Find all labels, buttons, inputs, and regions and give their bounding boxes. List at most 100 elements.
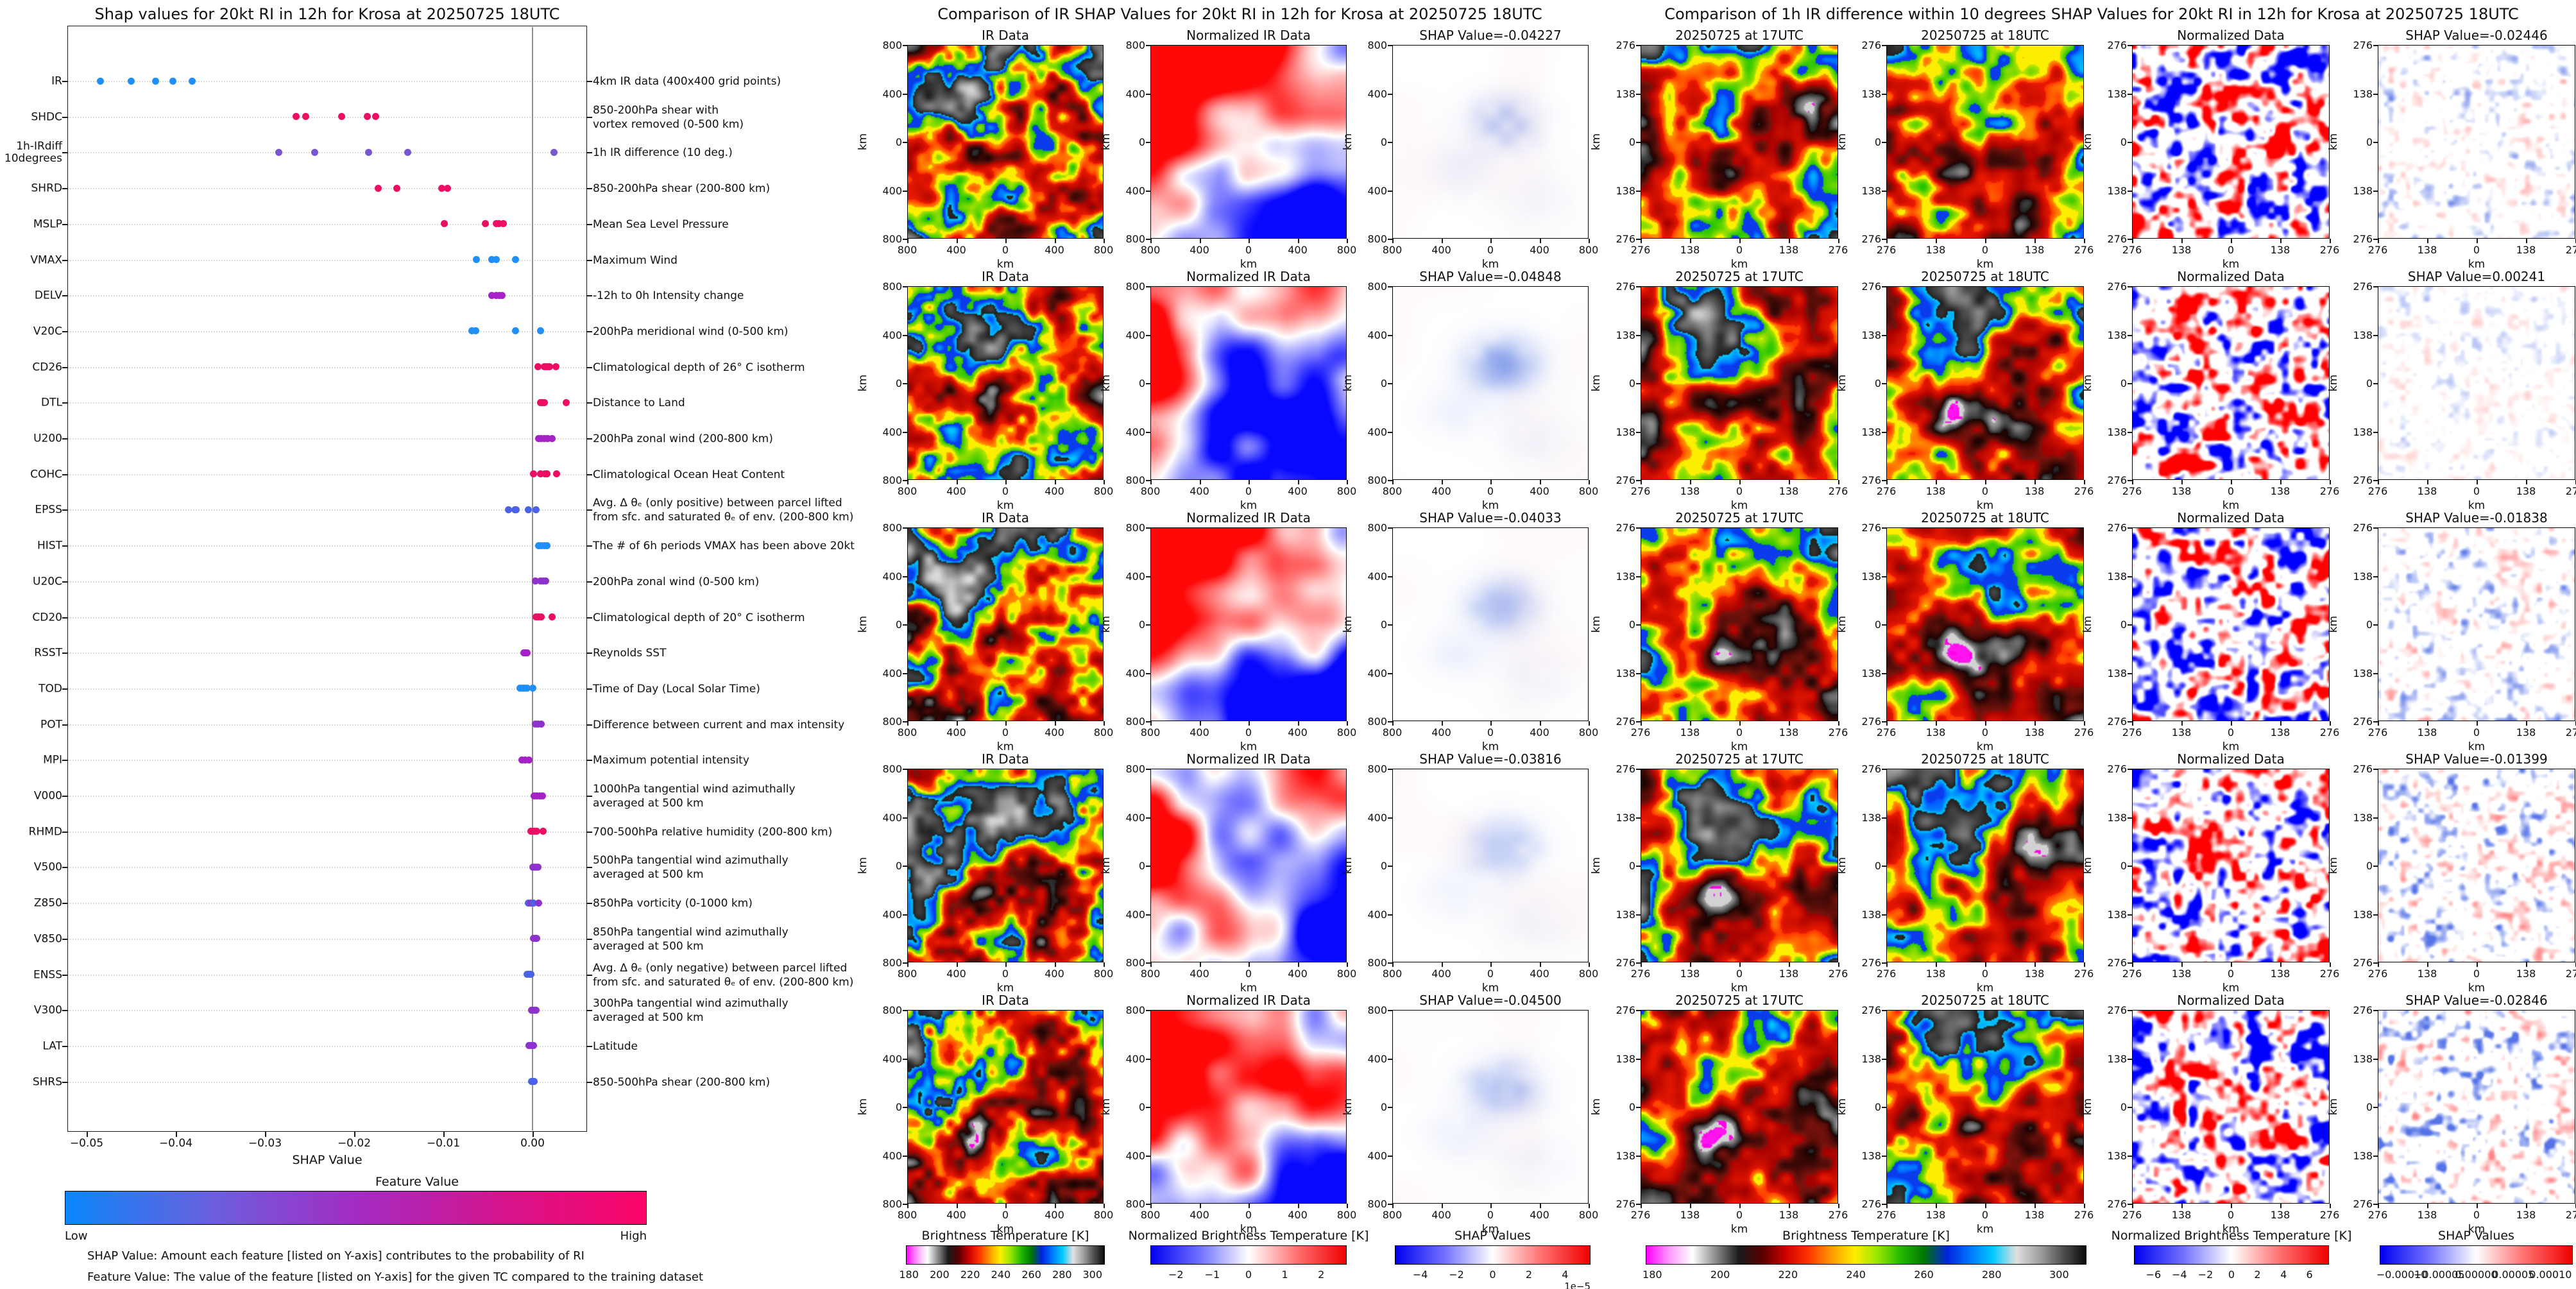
colorbar <box>906 1245 1105 1265</box>
xaxis-tick-label: 138 <box>2417 485 2437 497</box>
xaxis-tick-label: 800 <box>1578 1209 1599 1221</box>
shap-dot <box>151 77 159 85</box>
colorbar-tick-label: 200 <box>1710 1268 1730 1281</box>
yaxis-tick <box>1388 527 1392 529</box>
yaxis-tick-label: 800 <box>1367 715 1387 728</box>
yaxis-tick <box>1388 431 1392 433</box>
yaxis-tick-label: 138 <box>1861 1052 1881 1065</box>
xaxis-tick-label: 138 <box>1778 1209 1799 1221</box>
xaxis-tick <box>907 239 908 243</box>
xaxis-tick <box>1104 239 1105 243</box>
feature-label: VMAX <box>30 253 62 266</box>
normdiff-image <box>2132 45 2330 239</box>
yaxis-tick-left <box>62 438 67 440</box>
xaxis-tick <box>956 721 958 726</box>
xaxis-unit-label: km <box>1481 982 1499 994</box>
xaxis-tick <box>2477 1204 2478 1208</box>
xaxis-tick-label: 138 <box>2516 726 2536 738</box>
shap-dot <box>533 506 540 513</box>
xaxis-tick-label: 0 <box>1736 485 1743 497</box>
colorbar-title: SHAP Values <box>1454 1229 1531 1243</box>
yaxis-tick-label: 0 <box>1874 136 1881 148</box>
xaxis-tick-label: 276 <box>1828 1209 1848 1221</box>
yaxis-tick-label: 0 <box>1874 377 1881 389</box>
xaxis-tick <box>2132 239 2133 243</box>
yaxis-tick-label: 138 <box>2107 1149 2127 1162</box>
ir10b-image <box>1886 45 2084 239</box>
xaxis-tick-label: −0.03 <box>248 1137 282 1150</box>
colorbar-tick-label: 6 <box>2306 1268 2313 1281</box>
yaxis-tick <box>1882 672 1886 674</box>
shap-dot <box>529 685 536 692</box>
yaxis-unit-label: km <box>1100 1098 1113 1116</box>
yaxis-tick-label: 138 <box>2107 667 2127 679</box>
xaxis-tick <box>1539 962 1541 967</box>
xaxis-tick-label: 138 <box>1680 485 1700 497</box>
shapright-image <box>2378 527 2575 721</box>
yaxis-tick-label: 800 <box>1367 280 1387 293</box>
xaxis-unit-label: km <box>996 499 1014 512</box>
yaxis-tick <box>1146 576 1150 577</box>
yaxis-tick-left <box>62 402 67 404</box>
xaxis-tick <box>2477 239 2478 243</box>
yaxis-tick <box>2128 1010 2132 1011</box>
xaxis-tick <box>2427 721 2428 726</box>
yaxis-tick-label: 138 <box>1861 184 1881 197</box>
shap-dot <box>552 363 559 371</box>
feature-gridline <box>68 617 586 619</box>
yaxis-unit-label: km <box>857 615 869 633</box>
feature-label: SHDC <box>31 110 62 124</box>
ir-image <box>907 527 1104 721</box>
xaxis-tick <box>2427 1204 2428 1208</box>
xaxis-tick <box>1249 962 1250 967</box>
yaxis-tick <box>903 1010 907 1011</box>
yaxis-tick-left <box>62 295 67 297</box>
xaxis-tick-label: 400 <box>1288 485 1308 497</box>
yaxis-tick <box>2128 817 2132 819</box>
xaxis-tick <box>1104 1204 1105 1208</box>
feature-description: 200hPa meridional wind (0-500 km) <box>593 325 789 338</box>
xaxis-tick <box>1589 721 1590 726</box>
subplot-title: Normalized IR Data <box>1186 510 1311 525</box>
xaxis-unit-label: km <box>2222 740 2240 753</box>
yaxis-tick <box>1636 576 1641 577</box>
shap-dot <box>468 327 475 335</box>
yaxis-tick-label: 276 <box>2353 715 2373 728</box>
shap-dot <box>275 148 282 156</box>
yaxis-unit-label: km <box>2327 1098 2340 1116</box>
yaxis-tick-right <box>587 259 592 261</box>
xaxis-tick-label: 800 <box>1093 1209 1114 1221</box>
xaxis-tick-label: 276 <box>1876 485 1897 497</box>
yaxis-tick <box>1146 914 1150 916</box>
yaxis-unit-label: km <box>2327 857 2340 875</box>
yaxis-tick <box>1636 1107 1641 1108</box>
xaxis-tick <box>1739 962 1741 967</box>
xaxis-tick-label: 276 <box>2565 1209 2576 1221</box>
colorbar-tick-label: 300 <box>2049 1268 2069 1281</box>
xaxis-tick-label: 0 <box>1981 244 1989 256</box>
xaxis-unit-label: km <box>1240 740 1258 753</box>
yaxis-tick-label: 400 <box>882 570 902 583</box>
yaxis-tick-left <box>62 760 67 762</box>
yaxis-tick-left <box>62 188 67 190</box>
feature-gridline <box>68 402 586 404</box>
xaxis-tick-label: 276 <box>1876 726 1897 738</box>
yaxis-tick <box>1636 480 1641 481</box>
subplot-title: Normalized Data <box>2177 28 2285 43</box>
yaxis-tick-left <box>62 116 67 118</box>
xaxis-tick <box>2477 962 2478 967</box>
xaxis-tick <box>1739 480 1741 484</box>
yaxis-tick-label: 138 <box>2353 811 2373 824</box>
beeswarm-xaxis-label: SHAP Value <box>292 1153 363 1167</box>
yaxis-tick <box>1636 866 1641 867</box>
feature-description: Avg. Δ θₑ (only negative) between parcel… <box>593 961 854 989</box>
yaxis-tick <box>903 286 907 287</box>
xaxis-tick-label: 800 <box>1382 244 1403 256</box>
feature-label: V500 <box>33 860 62 874</box>
yaxis-tick-label: 276 <box>2353 957 2373 969</box>
xaxis-tick <box>1838 721 1839 726</box>
feature-description: Avg. Δ θₑ (only positive) between parcel… <box>593 497 854 524</box>
shapmid-image <box>1392 286 1589 480</box>
xaxis-tick-label: 800 <box>1382 968 1403 980</box>
yaxis-tick <box>1882 1204 1886 1205</box>
